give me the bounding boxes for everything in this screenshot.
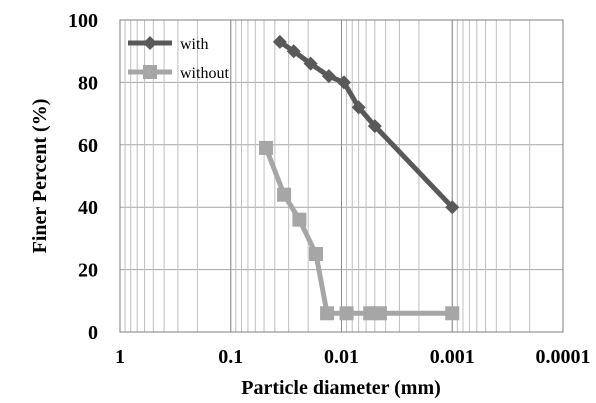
x-tick-label: 0.01 bbox=[324, 346, 359, 368]
tick-labels: 0 20 40 60 80 100 1 0.1 0.01 0.001 0.0001 bbox=[68, 10, 591, 368]
x-tick-label: 1 bbox=[115, 346, 125, 368]
legend-marker-without bbox=[143, 65, 157, 79]
series-layer bbox=[259, 34, 460, 321]
x-tick-label: 0.0001 bbox=[536, 346, 591, 368]
data-point-with bbox=[321, 69, 336, 84]
data-point-without bbox=[372, 306, 387, 321]
plot-area-frame bbox=[119, 19, 564, 333]
data-point-with bbox=[445, 200, 460, 215]
legend: with without bbox=[128, 36, 229, 82]
y-tick-label: 80 bbox=[78, 72, 98, 94]
data-point-without bbox=[259, 140, 274, 155]
x-axis-label: Particle diameter (mm) bbox=[241, 377, 441, 399]
legend-label-with: with bbox=[180, 36, 208, 53]
y-tick-label: 100 bbox=[68, 10, 98, 32]
data-point-with bbox=[303, 56, 318, 71]
data-point-without bbox=[308, 247, 323, 261]
data-point-without bbox=[320, 306, 335, 321]
data-point-with bbox=[367, 119, 382, 134]
legend-marker-with bbox=[143, 36, 157, 50]
x-tick-label: 0.001 bbox=[430, 346, 475, 368]
x-tick-label: 0.1 bbox=[218, 346, 243, 368]
data-point-with bbox=[336, 75, 351, 90]
y-tick-label: 0 bbox=[88, 322, 98, 344]
data-point-without bbox=[445, 306, 460, 321]
data-point-without bbox=[339, 306, 354, 321]
data-point-with bbox=[286, 44, 301, 59]
data-point-with bbox=[272, 34, 287, 49]
data-point-without bbox=[277, 187, 292, 202]
data-point-with bbox=[351, 100, 366, 115]
y-tick-label: 20 bbox=[78, 260, 98, 282]
legend-label-without: without bbox=[180, 65, 229, 82]
y-tick-label: 60 bbox=[78, 135, 98, 157]
y-axis-label: Finer Percent (%) bbox=[29, 99, 51, 254]
y-tick-label: 40 bbox=[78, 197, 98, 219]
data-point-without bbox=[292, 212, 307, 227]
